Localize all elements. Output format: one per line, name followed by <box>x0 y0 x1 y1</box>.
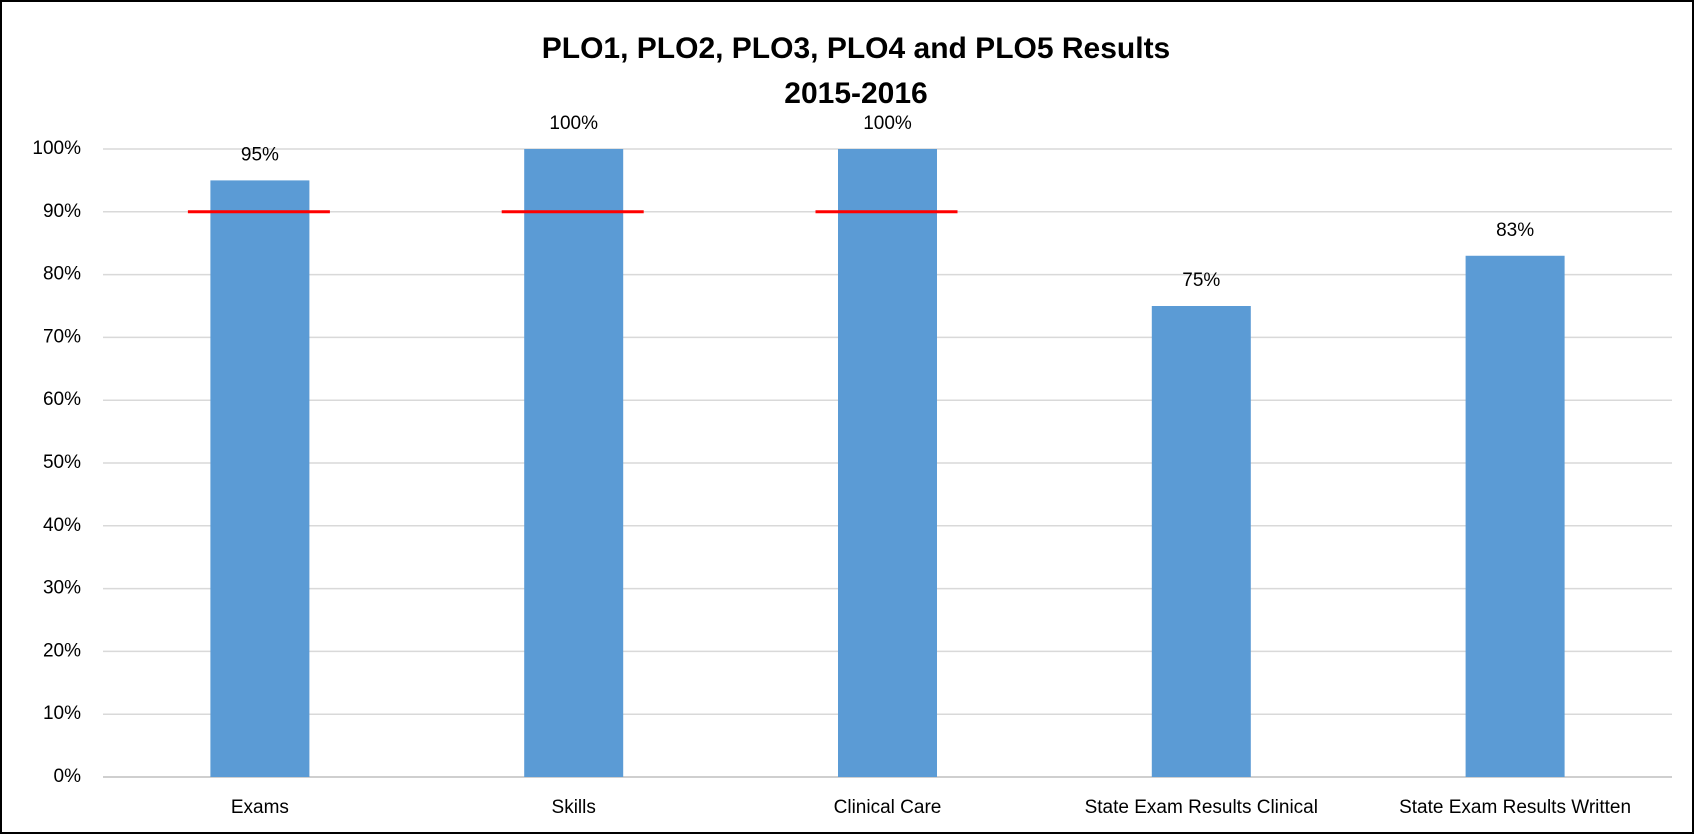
y-tick-label: 30% <box>43 578 81 599</box>
x-tick-label: Exams <box>231 797 289 818</box>
x-tick-label: Clinical Care <box>834 797 942 818</box>
chart-subtitle: 2015-2016 <box>784 77 927 110</box>
bar <box>1465 255 1565 777</box>
y-tick-label: 50% <box>43 452 81 473</box>
bar <box>210 180 310 777</box>
x-tick-label: State Exam Results Written <box>1399 797 1631 818</box>
y-tick-label: 0% <box>54 766 82 787</box>
data-label: 95% <box>241 144 279 165</box>
y-tick-label: 10% <box>43 703 81 724</box>
y-tick-label: 100% <box>32 138 81 159</box>
y-tick-label: 20% <box>43 640 81 661</box>
bar <box>1151 306 1251 777</box>
x-tick-label: Skills <box>552 797 596 818</box>
data-label: 75% <box>1182 270 1220 291</box>
x-tick-label: State Exam Results Clinical <box>1085 797 1318 818</box>
chart-title: PLO1, PLO2, PLO3, PLO4 and PLO5 Results <box>542 32 1171 65</box>
y-tick-label: 70% <box>43 326 81 347</box>
y-tick-label: 40% <box>43 515 81 536</box>
bar <box>524 149 624 777</box>
data-label: 100% <box>549 113 598 134</box>
y-tick-label: 60% <box>43 389 81 410</box>
y-tick-label: 90% <box>43 201 81 222</box>
y-tick-label: 80% <box>43 264 81 285</box>
bar <box>838 149 937 777</box>
data-label: 100% <box>863 113 912 134</box>
data-label: 83% <box>1496 220 1534 241</box>
